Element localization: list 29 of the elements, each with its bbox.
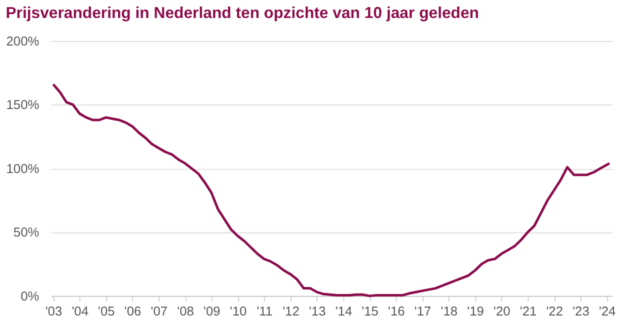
y-tick-label: 50% bbox=[13, 224, 40, 240]
y-tick-label: 100% bbox=[6, 160, 40, 176]
x-tick-label: '05 bbox=[98, 303, 115, 318]
x-tick-label: '21 bbox=[520, 303, 537, 318]
x-tick-label: '12 bbox=[282, 303, 300, 318]
x-tick-label: '14 bbox=[335, 303, 352, 318]
x-tick-label: '16 bbox=[388, 303, 405, 318]
x-tick-label: '07 bbox=[150, 303, 168, 318]
x-tick-label: '17 bbox=[414, 303, 432, 318]
x-tick-label: '09 bbox=[204, 303, 220, 318]
x-tick-label: '23 bbox=[572, 303, 590, 318]
x-tick-label: '22 bbox=[546, 303, 563, 318]
y-tick-label: 0% bbox=[20, 288, 40, 304]
chart-title: Prijsverandering in Nederland ten opzichte van 10 jaar geleden bbox=[6, 5, 479, 22]
x-tick-label: '08 bbox=[177, 303, 194, 318]
line-series bbox=[52, 83, 611, 298]
y-tick-label: 200% bbox=[6, 33, 40, 48]
x-tick-label: '13 bbox=[308, 303, 326, 318]
x-tick-label: '24 bbox=[598, 303, 616, 318]
x-tick-label: '11 bbox=[256, 303, 273, 318]
x-tick-label: '18 bbox=[440, 303, 458, 318]
x-tick-label: '20 bbox=[493, 303, 510, 318]
x-tick-label: '10 bbox=[230, 303, 247, 318]
x-tick-label: '03 bbox=[45, 303, 62, 318]
x-tick-label: '06 bbox=[124, 303, 142, 318]
x-tick-label: '04 bbox=[72, 303, 88, 318]
x-tick-label: '15 bbox=[362, 303, 378, 318]
y-tick-label: 150% bbox=[6, 97, 40, 112]
x-tick-label: '19 bbox=[467, 303, 484, 318]
